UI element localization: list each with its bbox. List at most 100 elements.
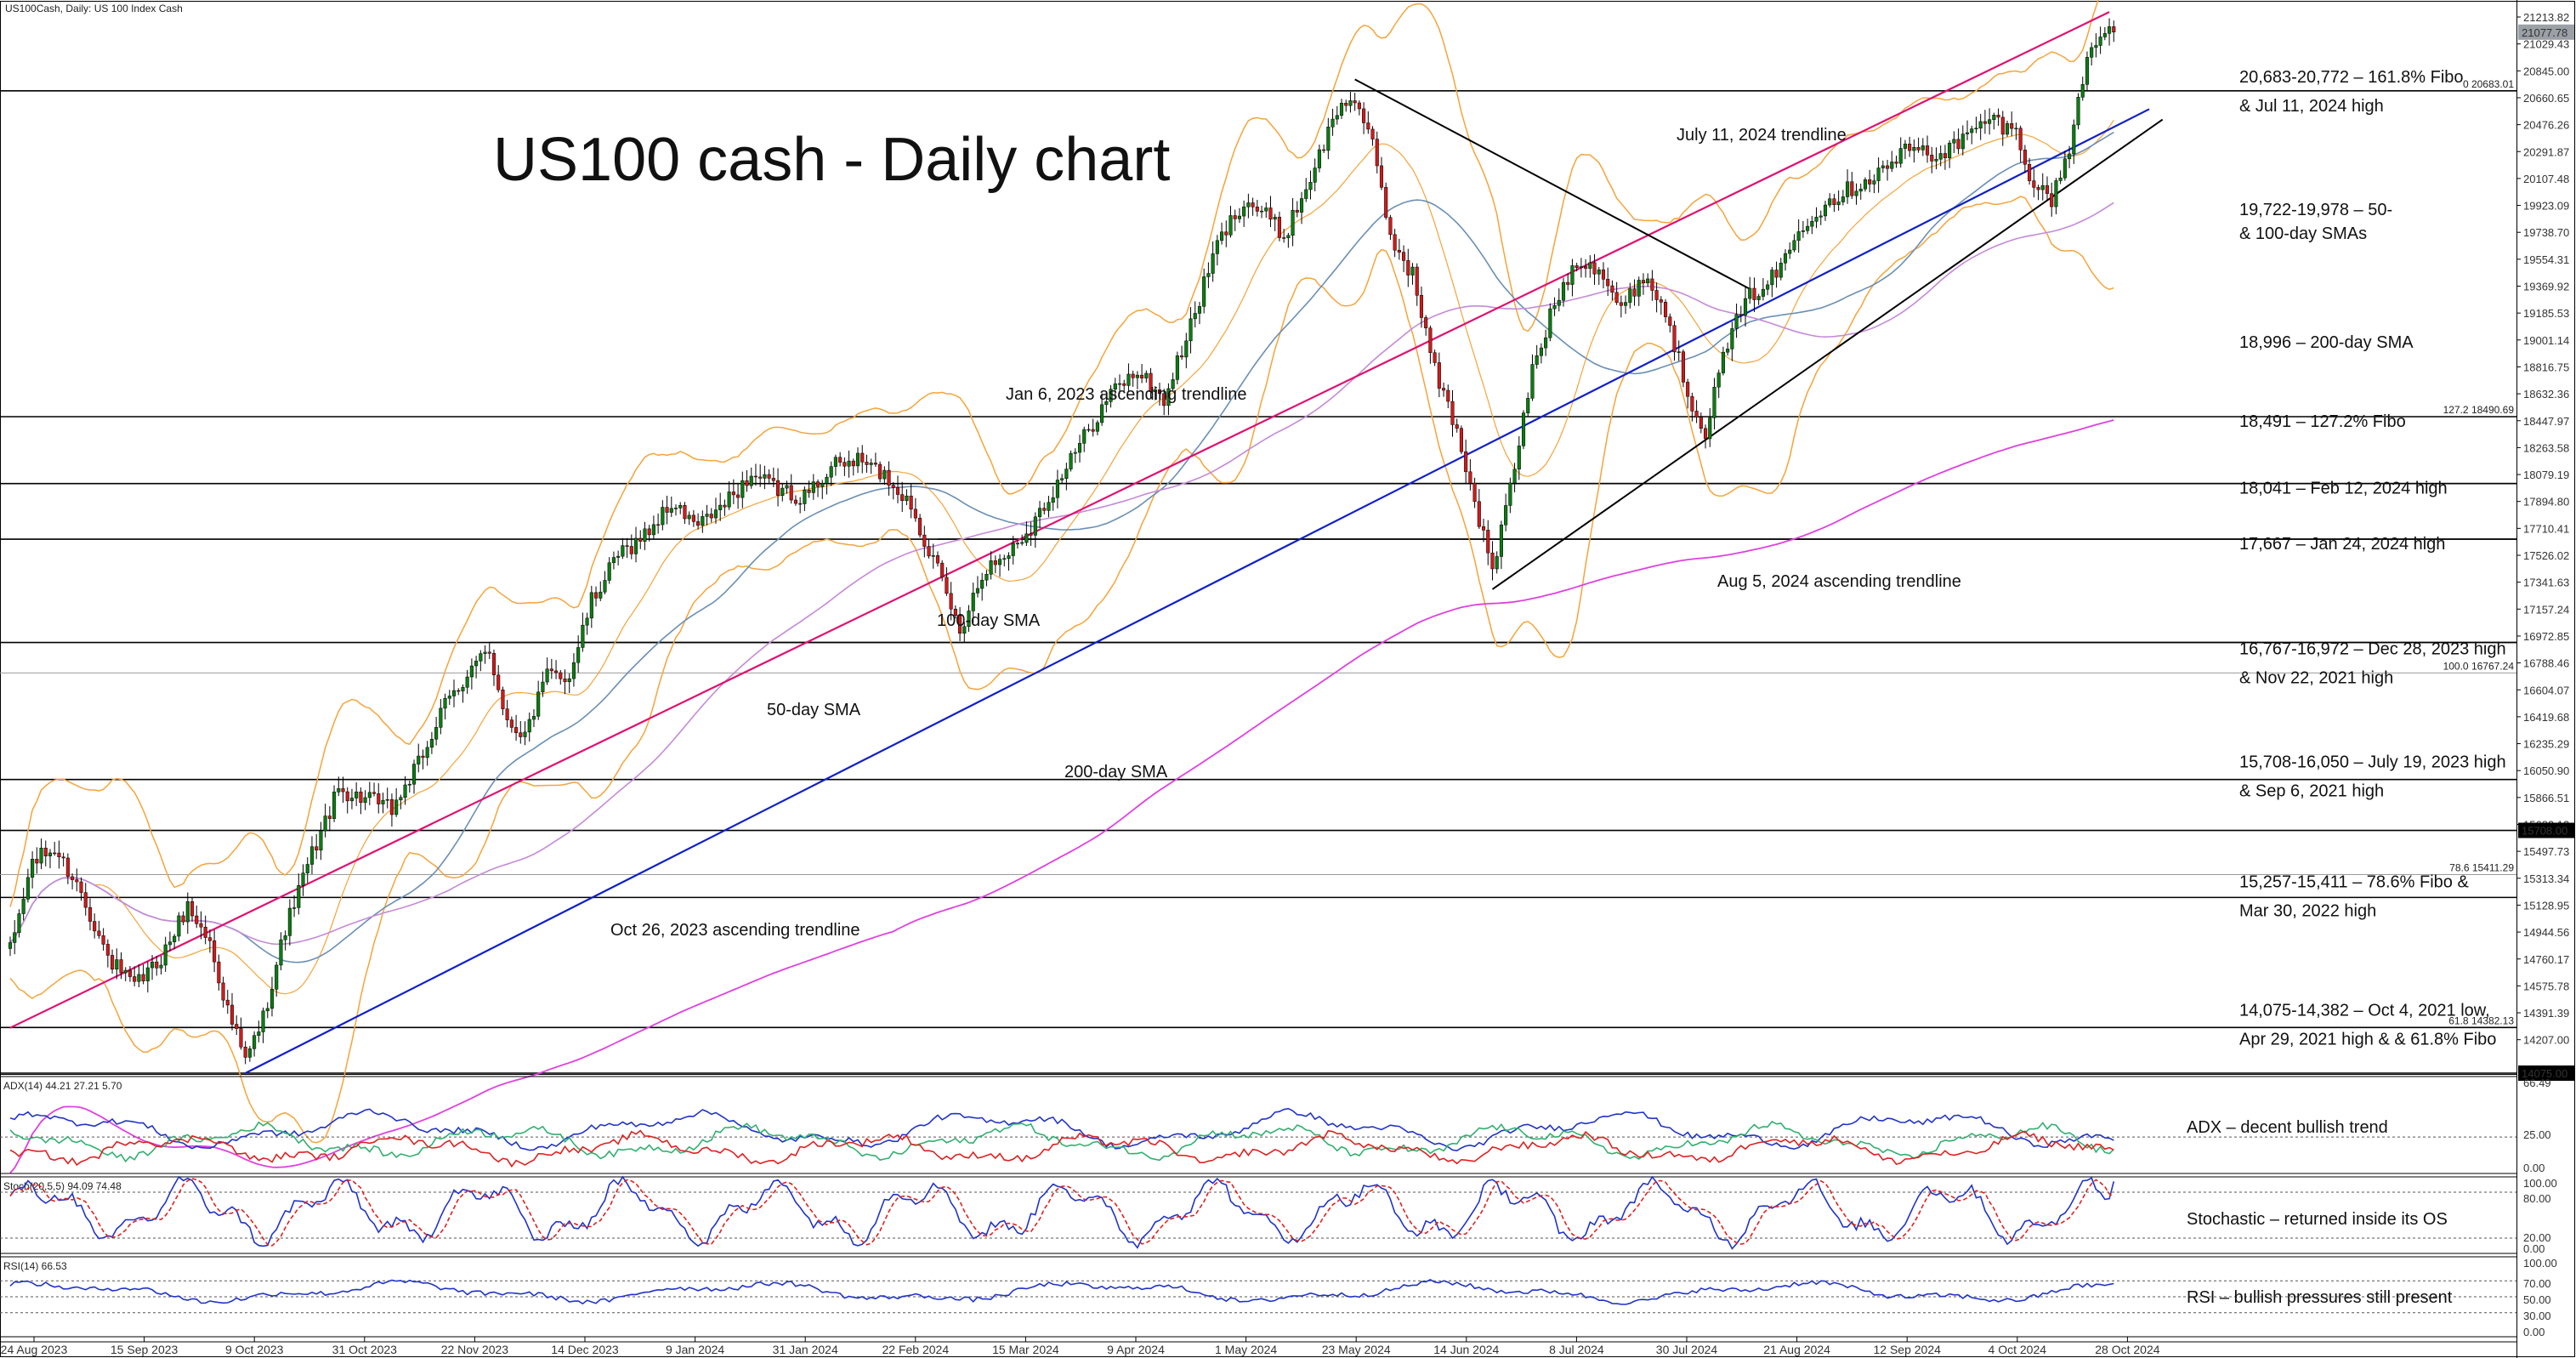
candle-body: [803, 489, 807, 504]
candle-body: [279, 939, 283, 966]
candle-body: [434, 727, 439, 740]
candle-body: [1832, 198, 1836, 206]
level-annotation: 20,683-20,772 – 161.8% Fibo: [2239, 68, 2464, 87]
candle-body: [763, 474, 767, 479]
sma-annotation-line2: & 100-day SMAs: [2239, 224, 2367, 243]
candle-body: [603, 580, 607, 593]
candle-body: [1437, 362, 1441, 389]
date-tick-label: 15 Sep 2023: [111, 1343, 179, 1356]
candle-body: [53, 852, 57, 855]
candle-body: [243, 1047, 247, 1058]
candle-body: [315, 846, 319, 851]
candle-body: [1783, 253, 1788, 264]
candle-body: [2058, 177, 2063, 181]
candle-body: [869, 463, 873, 465]
candle-body: [1988, 119, 1992, 124]
candle-body: [1703, 428, 1708, 440]
candle-body: [1055, 480, 1059, 498]
candle-body: [270, 989, 275, 1009]
candle-body: [83, 892, 88, 908]
candle-body: [1397, 249, 1401, 253]
price-tick-label: 17894.80: [2523, 496, 2569, 509]
candle-body: [1024, 533, 1029, 543]
candle-body: [1255, 207, 1259, 212]
candle-body: [691, 514, 695, 522]
candle-body: [1033, 516, 1037, 536]
level-annotation-line2: & Nov 22, 2021 high: [2239, 669, 2393, 688]
candle-body: [457, 690, 461, 692]
candle-body: [128, 969, 132, 977]
price-tick-label: 15497.73: [2523, 845, 2569, 858]
candle-body: [727, 491, 731, 508]
candle-body: [1779, 263, 1783, 278]
candle-body: [394, 799, 399, 815]
candle-body: [1748, 287, 1752, 299]
candle-body: [2063, 158, 2067, 179]
candle-body: [736, 494, 740, 498]
candle-body: [2094, 45, 2098, 48]
candle-body: [57, 852, 61, 858]
candle-body: [1601, 269, 1606, 280]
candle-body: [1828, 198, 1832, 206]
adx-header: ADX(14) 44.21 27.21 5.70: [3, 1080, 122, 1092]
candle-body: [776, 480, 780, 496]
candle-body: [927, 546, 931, 557]
level-annotation: 18,491 – 127.2% Fibo: [2239, 412, 2406, 431]
candle-body: [945, 577, 949, 594]
candle-body: [2085, 57, 2090, 85]
candle-body: [1299, 198, 1304, 213]
sma100-label: 100-day SMA: [937, 611, 1041, 630]
candle-body: [589, 592, 593, 619]
candle-body: [1184, 340, 1189, 358]
candle-body: [1464, 451, 1468, 473]
candle-body: [1157, 389, 1162, 395]
candle-body: [998, 559, 1002, 565]
candle-body: [607, 562, 611, 581]
candle-body: [678, 505, 683, 509]
candle-body: [319, 830, 323, 851]
candle-body: [1357, 102, 1361, 110]
candle-body: [1322, 149, 1326, 151]
candle-body: [935, 555, 940, 564]
candle-body: [1566, 281, 1570, 285]
candle-body: [1468, 471, 1472, 484]
candle-body: [167, 941, 172, 946]
candle-body: [1104, 401, 1109, 406]
candle-body: [509, 719, 513, 728]
candle-body: [1575, 265, 1579, 269]
candle-body: [1788, 249, 1792, 254]
current-price-text: 21077.78: [2522, 26, 2567, 39]
candle-body: [873, 463, 877, 465]
level-price-tag-text: 14075.00: [2522, 1067, 2567, 1080]
candle-body: [349, 798, 354, 802]
candle-body: [527, 719, 531, 733]
candle-body: [1992, 115, 1996, 120]
candle-body: [1925, 145, 1930, 156]
candle-body: [1149, 372, 1153, 392]
candle-body: [878, 463, 882, 480]
candle-body: [451, 690, 457, 696]
candle-body: [687, 514, 691, 520]
candle-body: [2108, 26, 2112, 34]
price-tick-label: 19001.14: [2523, 334, 2569, 347]
candle-body: [1135, 374, 1139, 378]
adx-tick: 0.00: [2523, 1162, 2545, 1174]
candle-body: [1801, 230, 1805, 232]
candle-body: [843, 462, 847, 467]
price-tick-label: 16788.46: [2523, 657, 2569, 670]
rsi-tick: 70.00: [2523, 1277, 2551, 1290]
candle-body: [559, 672, 563, 679]
price-tick-label: 19554.31: [2523, 253, 2569, 266]
date-tick-label: 28 Oct 2024: [2095, 1343, 2159, 1356]
candlesticks: [8, 18, 2116, 1065]
candle-body: [1628, 288, 1632, 303]
candle-body: [1259, 210, 1264, 213]
candle-body: [417, 755, 421, 764]
candle-body: [905, 495, 909, 502]
candle-body: [1606, 279, 1610, 287]
candle-body: [1504, 505, 1508, 526]
candle-body: [1122, 383, 1126, 386]
candle-body: [643, 528, 647, 542]
candle-body: [1756, 296, 1761, 300]
candle-body: [43, 847, 48, 856]
